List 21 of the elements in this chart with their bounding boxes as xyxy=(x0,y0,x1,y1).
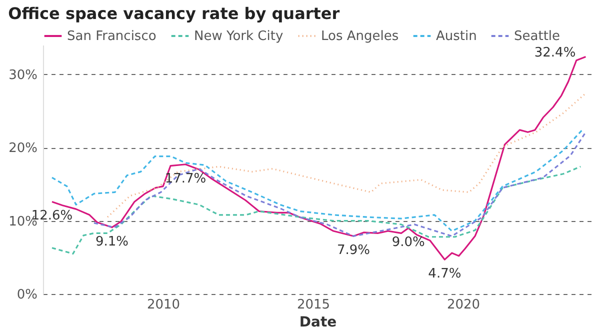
annotation: 32.4% xyxy=(534,46,576,61)
x-axis-title: Date xyxy=(299,314,337,330)
legend-label: Seattle xyxy=(514,29,560,44)
legend-label: Austin xyxy=(436,29,477,44)
y-tick-label: 20% xyxy=(8,141,38,156)
chart-title: Office space vacancy rate by quarter xyxy=(8,4,340,23)
annotation: 9.1% xyxy=(95,234,129,250)
line-series xyxy=(93,131,586,237)
x-tick-label: 2015 xyxy=(296,298,330,312)
x-tick-label: 2010 xyxy=(146,298,180,312)
y-tick-label: 0% xyxy=(16,288,38,302)
y-tick-label: 30% xyxy=(8,68,38,83)
legend-label: Los Angeles xyxy=(321,29,399,44)
annotation: 9.0% xyxy=(392,235,425,250)
legend-label: New York City xyxy=(194,29,284,44)
annotation: 4.7% xyxy=(428,266,462,282)
annotation: 17.7% xyxy=(164,171,206,186)
annotation: 7.9% xyxy=(336,243,370,258)
line-series xyxy=(106,92,586,218)
x-tick-label: 2020 xyxy=(446,298,480,312)
legend-label: San Francisco xyxy=(67,29,156,44)
